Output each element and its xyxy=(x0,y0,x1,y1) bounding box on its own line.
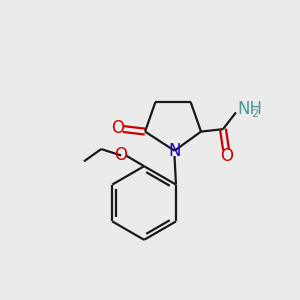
Text: O: O xyxy=(114,146,127,164)
Text: N: N xyxy=(168,142,181,160)
Text: NH: NH xyxy=(237,100,262,118)
Text: 2: 2 xyxy=(252,109,259,118)
Text: O: O xyxy=(220,147,233,165)
Text: O: O xyxy=(111,119,124,137)
